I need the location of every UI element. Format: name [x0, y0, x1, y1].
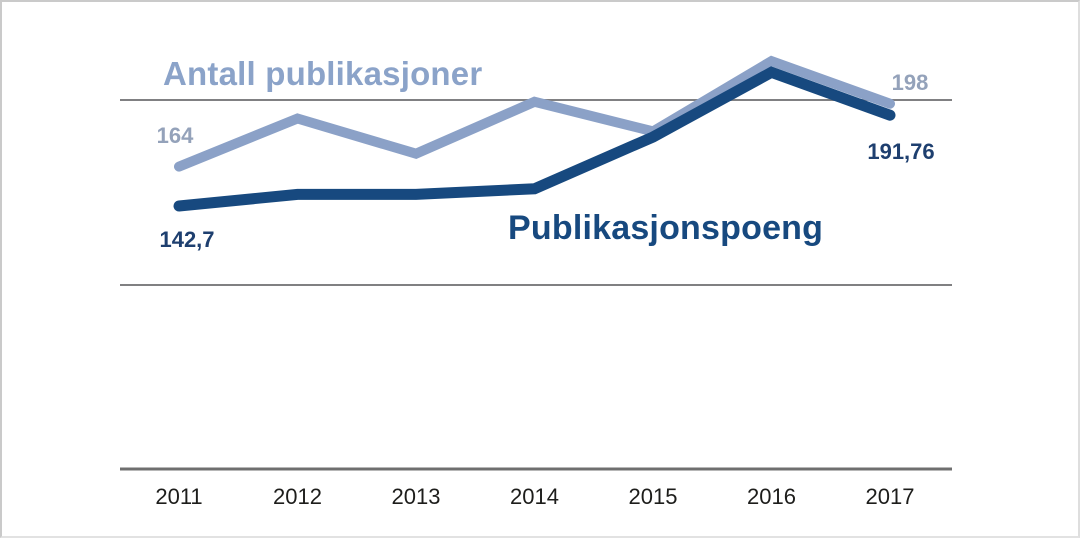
x-tick-2017: 2017	[865, 484, 915, 509]
data-label-antall-2011: 164	[156, 122, 194, 148]
x-tick-2016: 2016	[747, 484, 796, 509]
series-label-antall-publikasjoner: Antall publikasjoner	[163, 55, 483, 92]
data-label-poeng-2017: 191,76	[867, 139, 935, 165]
line-publikasjonspoeng	[173, 66, 896, 212]
data-label-antall-2017: 198	[891, 69, 929, 95]
series-label-publikasjonspoeng: Publikasjonspoeng	[508, 209, 824, 247]
line-antall-publikasjoner	[174, 55, 895, 172]
x-tick-2014: 2014	[510, 484, 559, 509]
x-tick-2013: 2013	[391, 484, 441, 509]
data-label-poeng-2011: 142,7	[159, 227, 215, 252]
x-tick-2015: 2015	[628, 484, 678, 509]
x-tick-2012: 2012	[273, 484, 322, 509]
x-tick-2011: 2011	[155, 484, 203, 509]
